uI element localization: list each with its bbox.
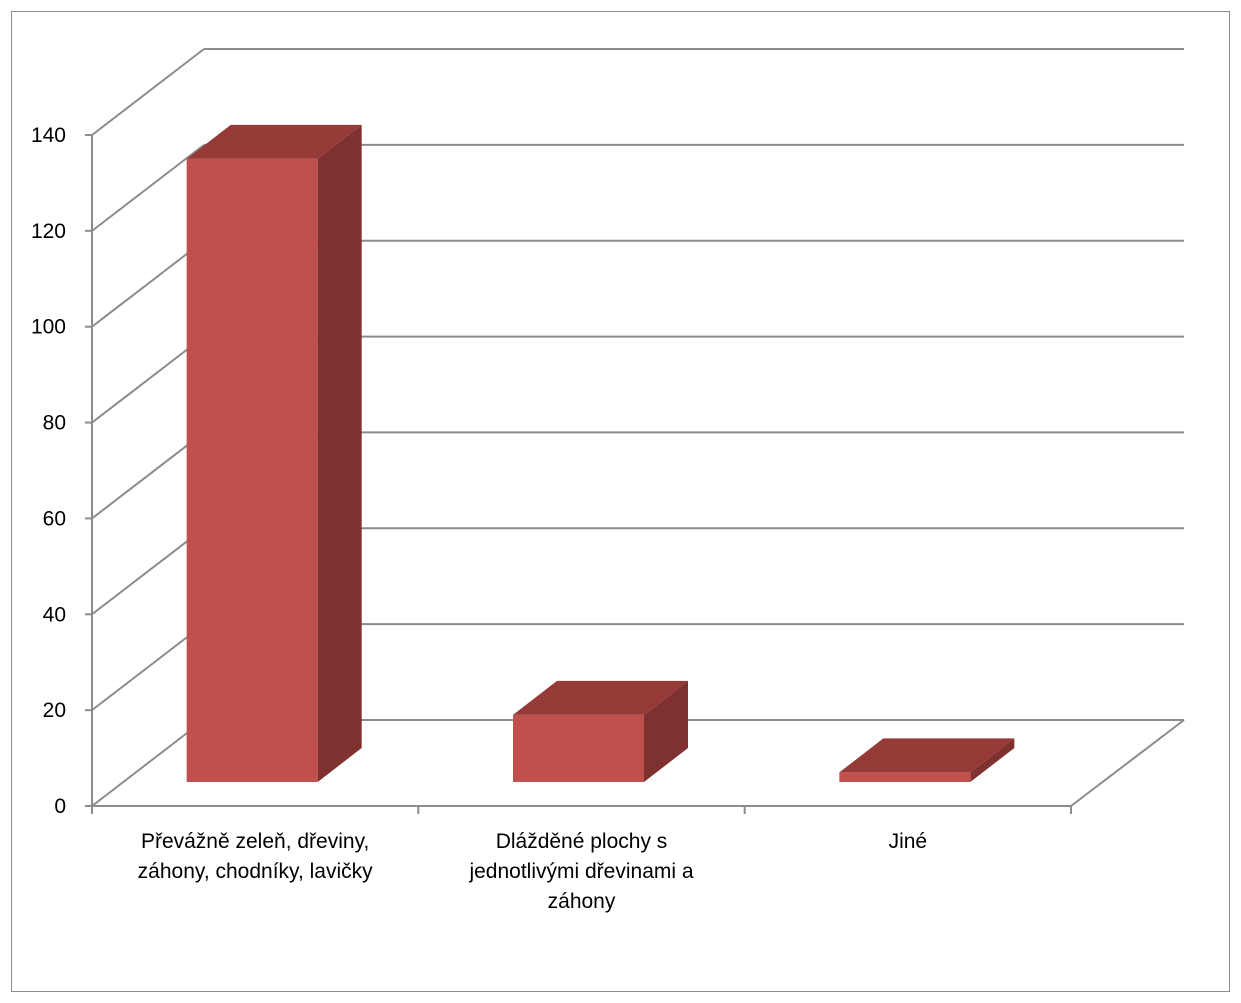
gridline-side: [91, 623, 205, 711]
y-tick-label: 80: [43, 412, 66, 435]
floor-edge: [1070, 719, 1185, 807]
y-tick-label: 40: [43, 603, 66, 626]
x-category-label-line: jednotlivými dřevinami a: [468, 860, 693, 883]
bar-side-face: [317, 124, 362, 782]
bar: [513, 680, 688, 782]
y-tick-label: 20: [43, 699, 66, 722]
x-category-label-line: záhony: [548, 890, 616, 913]
gridline-side: [91, 527, 205, 616]
bar: [839, 738, 1015, 782]
y-tick-label: 100: [31, 316, 66, 339]
bar-side-face: [970, 738, 1015, 782]
gridline-side: [91, 719, 205, 807]
axes: [85, 134, 1185, 814]
x-category-label-line: Převážně zeleň, dřeviny,: [141, 830, 369, 853]
bar-front-face: [513, 714, 644, 782]
gridline-side: [91, 431, 205, 520]
gridline-side: [91, 144, 205, 232]
x-category-labels: Převážně zeleň, dřeviny, záhony, chodníky…: [138, 830, 927, 913]
bar: [186, 124, 362, 782]
x-category-label-line: záhony, chodníky, lavičky: [138, 860, 373, 883]
bar-top-face: [839, 738, 1015, 773]
bar-top-face: [513, 680, 688, 715]
gridline-side: [91, 335, 205, 424]
bar-side-face: [644, 680, 688, 782]
y-tick-label: 140: [31, 124, 66, 147]
bar-top-face: [186, 124, 362, 159]
bars: [186, 124, 1015, 782]
x-category-label-line: Jiné: [889, 830, 928, 853]
y-tick-label: 120: [31, 220, 66, 243]
x-category-label-line: Dlážděné plochy s: [496, 830, 668, 853]
gridlines: [91, 48, 1184, 807]
gridline-side: [91, 239, 205, 328]
y-tick-label: 0: [54, 795, 66, 818]
gridline-side: [91, 48, 205, 136]
x-category-label: Převážně zeleň, dřeviny, záhony, chodníky…: [138, 830, 373, 883]
y-tick-label: 60: [43, 507, 66, 530]
y-tick-labels: 0 20 40 60 80 100 120 140: [31, 124, 66, 818]
bar-front-face: [186, 158, 318, 782]
bar-front-face: [839, 772, 971, 782]
x-category-label: Dlážděné plochy s jednotlivými dřevinami …: [468, 830, 693, 913]
x-category-label: Jiné: [889, 830, 928, 853]
